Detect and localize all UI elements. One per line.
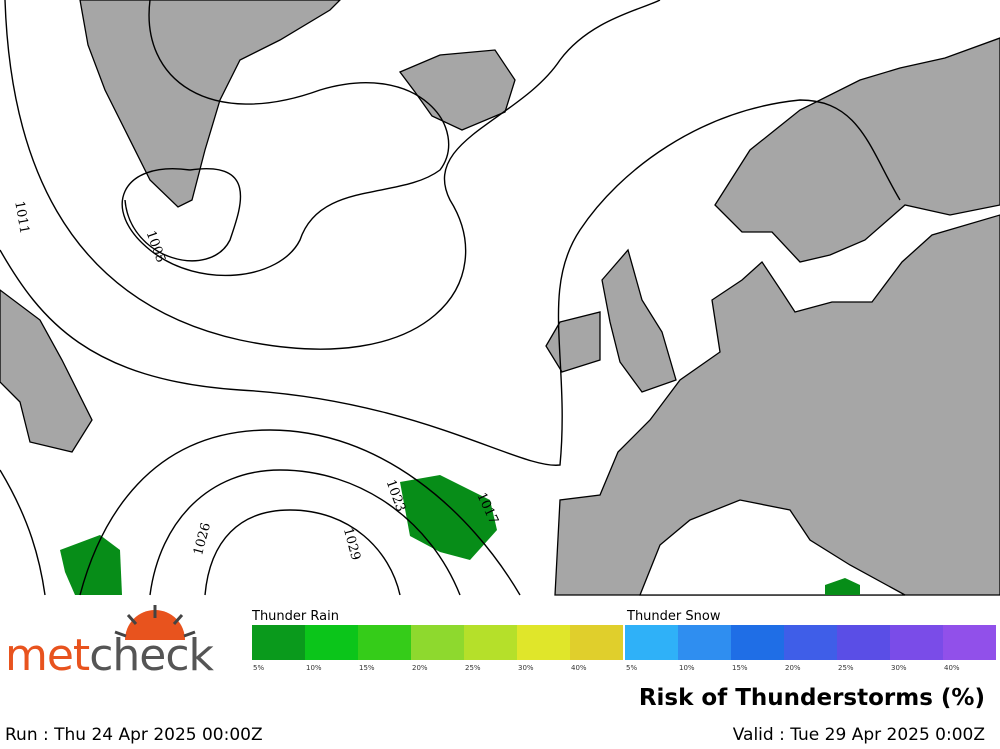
legend-label: 40% [571,664,587,672]
legend-swatch [464,625,517,660]
legend-swatch [517,625,570,660]
isobar [79,429,521,596]
isobar-label: 1011 [11,200,32,235]
greenland [79,0,341,208]
logo-met: met [5,630,90,681]
legend-label: 10% [306,664,322,672]
isobar [149,469,461,596]
legend: 5% 10% 15% 20% 25% 30% 40% 5% 10% 15% 20% 25% 30% 40% [252,625,996,672]
logo-rays [114,605,196,638]
legend-swatch [837,625,890,660]
legend-label: 30% [518,664,534,672]
legend-swatch [411,625,464,660]
legend-label: 30% [891,664,907,672]
legend-label: 25% [465,664,481,672]
isobar [124,168,242,262]
legend-swatch [358,625,411,660]
legend-swatch [943,625,996,660]
legend-swatch [252,625,305,660]
mediterranean [639,499,906,596]
legend-label: 15% [732,664,748,672]
legend-label: 5% [253,664,264,672]
legend-swatch [784,625,837,660]
thunder-area [825,578,860,595]
legend-title: Thunder Rain [251,609,339,624]
isobar [4,0,661,350]
scandinavia [714,37,1000,263]
continental-europe [554,214,1000,596]
legend-label: 10% [679,664,695,672]
logo-sun [125,610,185,640]
legend-label: 25% [838,664,854,672]
legend-swatch [625,625,678,660]
legend-swatch [731,625,784,660]
legend-title: Thunder Snow [626,609,721,624]
isobar [121,0,450,277]
legend-label: 20% [412,664,428,672]
logo: metcheck [5,605,216,681]
run-time: Run : Thu 24 Apr 2025 00:00Z [5,725,263,745]
logo-text: metcheck [5,630,215,681]
isobar [0,469,46,596]
legend-label: 20% [785,664,801,672]
legend-swatch [570,625,623,660]
logo-check: check [89,630,214,681]
legend-label: 5% [626,664,637,672]
legend-label: 15% [359,664,375,672]
legend-swatch [305,625,358,660]
legend-swatch [890,625,943,660]
map: 1011 1005 1023 1017 1026 1029 [0,0,1000,596]
map-title: Risk of Thunderstorms (%) [639,685,985,711]
legend-swatch [678,625,731,660]
valid-time: Valid : Tue 29 Apr 2025 0:00Z [733,725,985,745]
thunder-area [400,475,497,560]
legend-label: 40% [944,664,960,672]
newfoundland [0,289,93,453]
iceland [398,49,516,131]
thunder-area [60,535,122,595]
isobar [0,99,901,466]
isobar [204,509,401,596]
great-britain [601,248,677,393]
